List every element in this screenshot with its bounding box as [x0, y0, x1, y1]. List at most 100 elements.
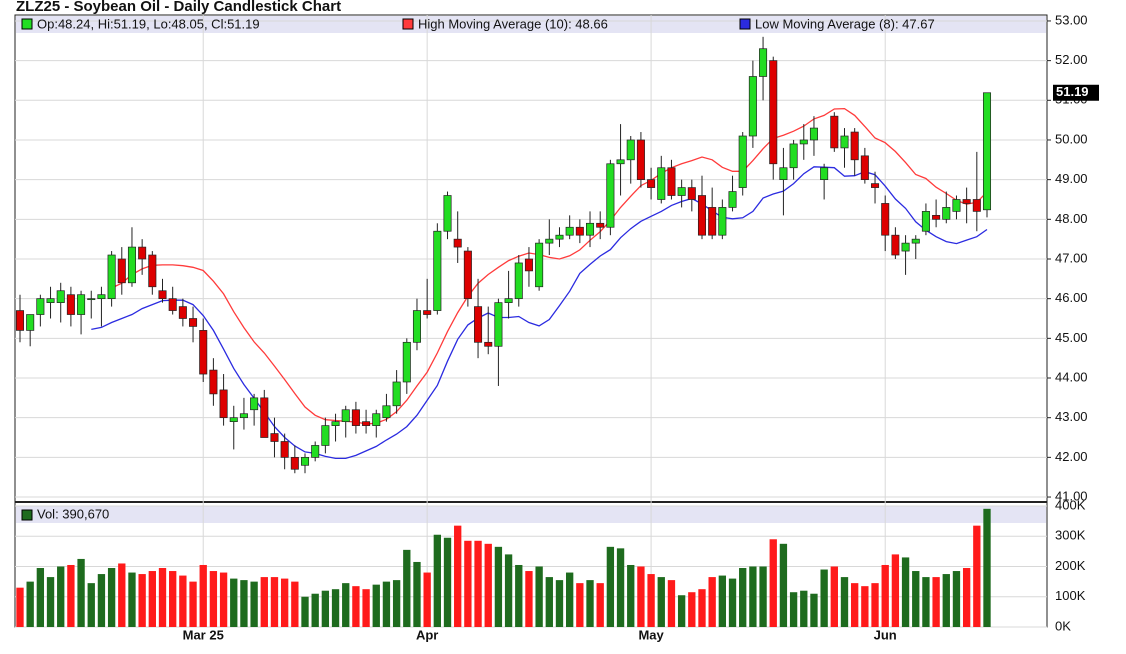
- volume-bar: [260, 577, 268, 627]
- marks: 51.19: [15, 36, 1099, 627]
- volume-bar: [464, 540, 472, 627]
- candle-body: [636, 139, 645, 180]
- volume-bar: [616, 548, 625, 627]
- volume-bar: [36, 568, 45, 627]
- volume-bar: [769, 539, 777, 627]
- volume-bar: [392, 580, 401, 627]
- candle-body: [362, 421, 371, 426]
- legend-ma-low: Low Moving Average (8): 47.67: [755, 16, 935, 31]
- candle-body: [596, 222, 605, 228]
- y-tick-label: 46.00: [1055, 290, 1088, 305]
- last-price-box: [1053, 84, 1099, 101]
- volume-bar: [494, 546, 503, 627]
- volume-bar: [413, 561, 421, 627]
- candle-body: [392, 381, 401, 407]
- volume-bar: [708, 577, 716, 627]
- volume-bar: [851, 583, 859, 627]
- candle-body: [372, 413, 381, 426]
- candle-body: [657, 167, 666, 200]
- candle-body: [148, 254, 157, 288]
- candle-body: [189, 318, 198, 327]
- volume-bar: [789, 592, 798, 627]
- legend-bar: [16, 16, 1046, 33]
- volume-bar: [454, 525, 462, 627]
- volume-bar: [871, 583, 879, 627]
- volume-bar: [901, 557, 910, 627]
- candle-body: [474, 306, 483, 343]
- volume-tick-label: 200K: [1055, 558, 1086, 573]
- candle-body: [26, 314, 35, 331]
- candle-body: [15, 310, 25, 331]
- candle-body: [97, 294, 106, 300]
- volume-tick-label: 300K: [1055, 528, 1086, 543]
- candle-body: [87, 298, 96, 301]
- candle-body: [820, 167, 829, 180]
- y-tick-label: 41.00: [1055, 488, 1088, 503]
- y-tick-label: 43.00: [1055, 409, 1088, 424]
- legend-ohlc: Op:48.24, Hi:51.19, Lo:48.05, Cl:51.19: [37, 16, 260, 31]
- candle-body: [280, 441, 289, 458]
- volume-bar: [118, 563, 126, 627]
- volume-bar: [77, 558, 85, 627]
- volume-bar: [861, 586, 869, 627]
- volume-bar: [423, 572, 431, 627]
- y-tick-label: 44.00: [1055, 369, 1088, 384]
- volume-bar: [230, 578, 238, 627]
- volume-bar: [932, 577, 940, 627]
- candle-body: [46, 298, 55, 303]
- candle-body: [138, 246, 147, 260]
- moving-average-line: [91, 166, 988, 460]
- volume-bar: [67, 564, 75, 627]
- candle-body: [250, 397, 259, 411]
- volume-bar: [962, 568, 971, 627]
- candle-body: [311, 445, 320, 458]
- volume-bar: [800, 590, 808, 627]
- candle-body: [921, 211, 930, 232]
- candle-body: [606, 163, 615, 228]
- candle-body: [535, 242, 544, 288]
- candle-body: [830, 115, 839, 149]
- volume-bar: [433, 534, 442, 627]
- candle-body: [799, 139, 808, 145]
- candle-body: [932, 215, 941, 220]
- candle-body: [647, 179, 656, 188]
- candle-body: [127, 246, 136, 284]
- candle-body: [219, 389, 228, 419]
- volume-bar: [474, 540, 482, 627]
- candle-body: [158, 290, 167, 300]
- candle-body: [942, 207, 951, 220]
- candle-body: [270, 433, 279, 442]
- volume-bar: [179, 575, 187, 627]
- candle-body: [178, 306, 187, 319]
- candle-body: [341, 409, 350, 423]
- candle-body: [260, 397, 269, 438]
- candle-body: [911, 238, 920, 244]
- candle-body: [351, 409, 360, 426]
- volume-bar: [515, 564, 523, 627]
- candle-body: [962, 199, 971, 204]
- volume-tick-label: 400K: [1055, 497, 1086, 512]
- legend: Op:48.24, Hi:51.19, Lo:48.05, Cl:51.19 H…: [21, 16, 935, 521]
- volume-bar: [728, 578, 737, 627]
- volume-bar: [26, 581, 34, 627]
- volume-bar: [484, 543, 492, 627]
- candle-body: [331, 421, 340, 426]
- candle-body: [952, 199, 961, 212]
- candle-body: [402, 341, 411, 383]
- volume-bar: [657, 577, 665, 627]
- volume-bar: [647, 574, 655, 627]
- candle-body: [871, 183, 880, 188]
- candle-body: [626, 139, 635, 161]
- legend-volume: Vol: 390,670: [37, 506, 109, 521]
- volume-bar: [565, 572, 574, 627]
- volume-bar: [128, 572, 136, 627]
- candle-body: [565, 226, 574, 236]
- volume-bar: [942, 574, 950, 627]
- candle-body: [494, 302, 503, 347]
- candle-body: [514, 262, 523, 300]
- volume-tick-label: 0K: [1055, 618, 1071, 633]
- volume-bar: [525, 571, 533, 627]
- legend-swatch: [21, 18, 33, 30]
- candle-body: [412, 310, 421, 343]
